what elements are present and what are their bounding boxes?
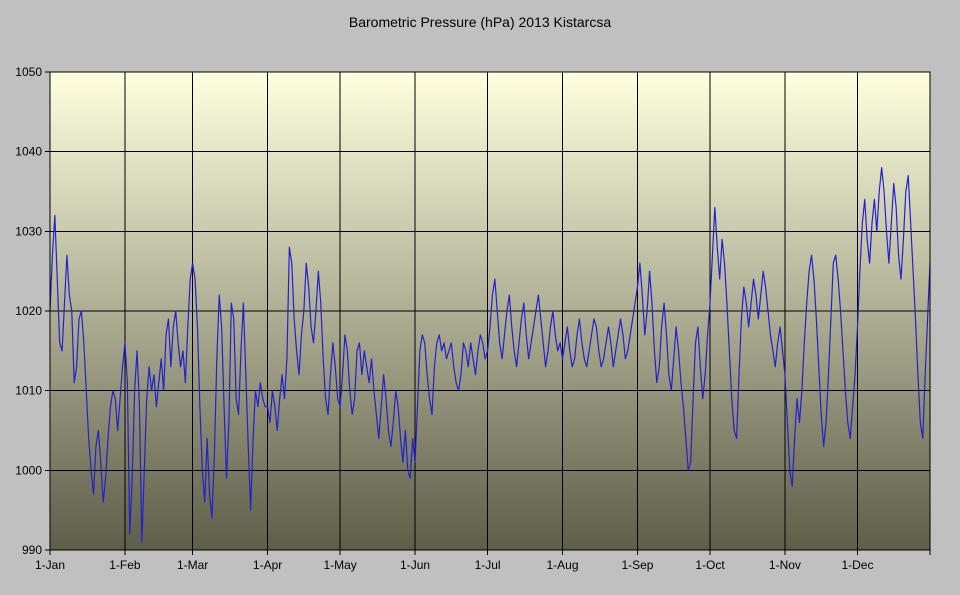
y-tick-label: 1050 (15, 65, 42, 79)
plot-border (49, 71, 931, 551)
chart-title: Barometric Pressure (hPa) 2013 Kistarcsa (348, 14, 612, 30)
y-tick-label: 1040 (15, 145, 42, 159)
x-tick-label: 1-Oct (695, 558, 725, 572)
x-tick-label: 1-Sep (621, 558, 653, 572)
pressure-series-line (49, 167, 931, 543)
y-tick-label: 990 (22, 543, 42, 557)
x-tick-label: 1-Nov (769, 558, 801, 572)
x-tick-label: 1-Dec (841, 558, 873, 572)
x-tick-label: 1-Feb (109, 558, 141, 572)
y-tick-label: 1010 (15, 384, 42, 398)
y-tick-label: 1000 (15, 463, 42, 477)
x-tick-label: 1-Jul (475, 558, 501, 572)
y-tick-label: 1020 (15, 304, 42, 318)
x-tick-label: 1-Mar (177, 558, 208, 572)
x-tick-label: 1-Aug (547, 558, 579, 572)
x-tick-label: 1-Jun (400, 558, 430, 572)
x-tick-label: 1-May (323, 558, 356, 572)
y-tick-label: 1030 (15, 224, 42, 238)
x-tick-label: 1-Jan (35, 558, 65, 572)
x-tick-label: 1-Apr (253, 558, 282, 572)
